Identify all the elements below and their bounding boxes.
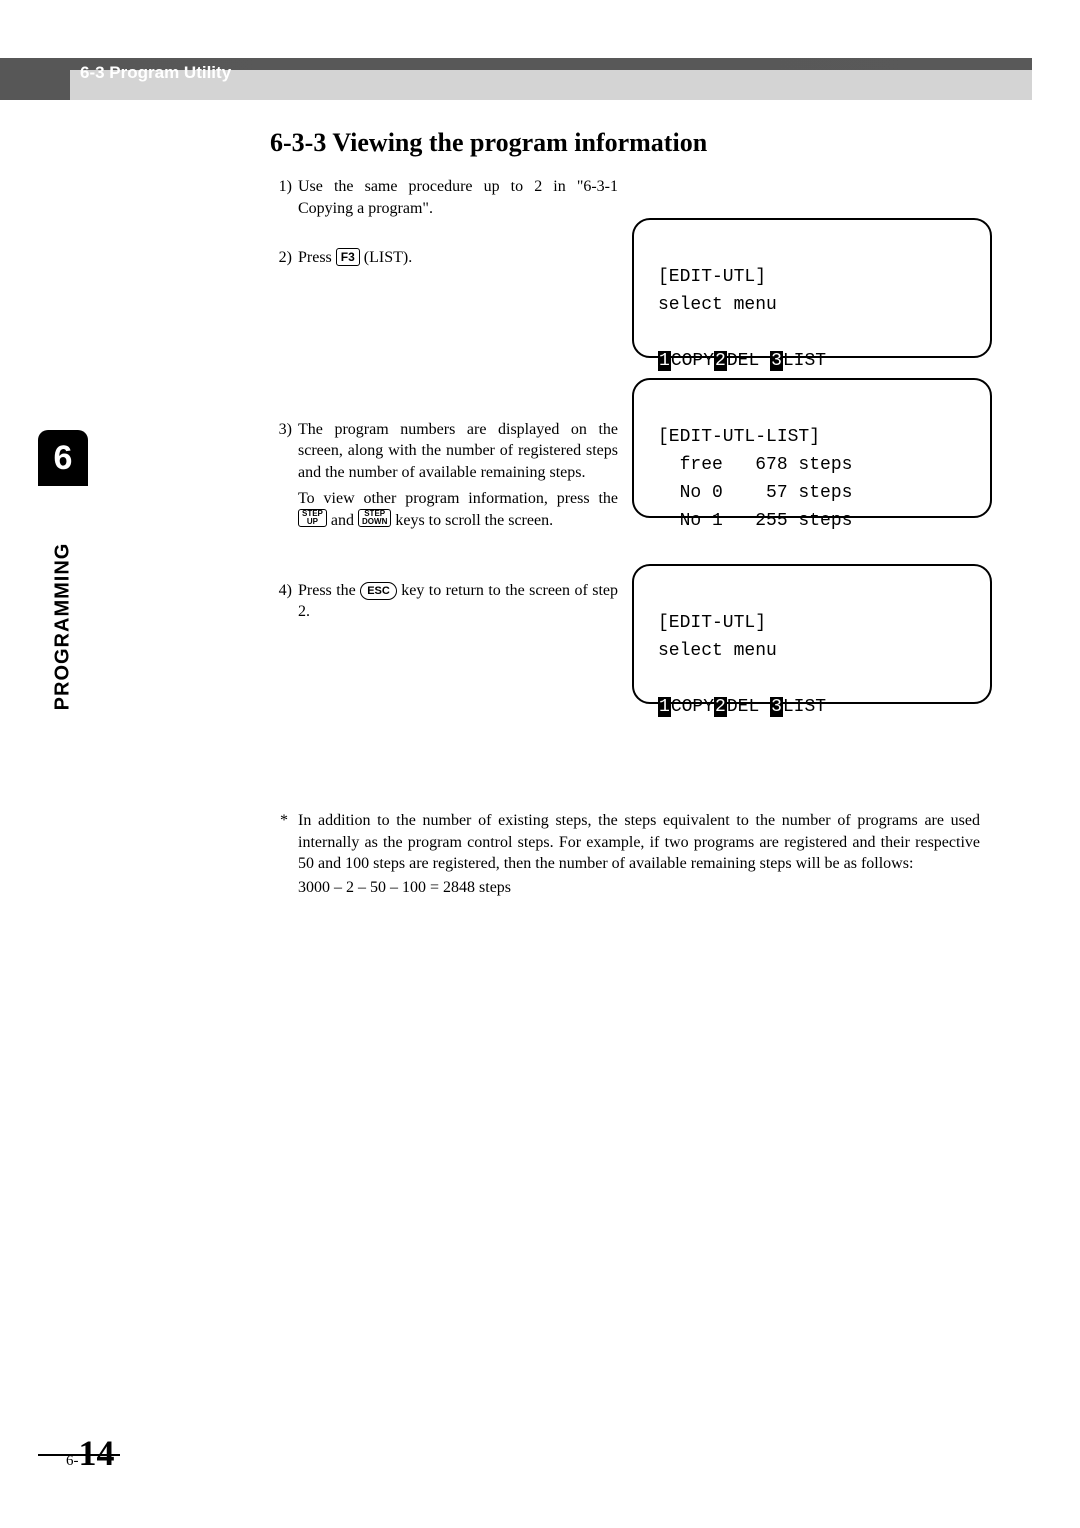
page-main: 14 — [79, 1433, 115, 1473]
step-text: Press the ESC key to return to the scree… — [298, 580, 618, 623]
f3-key-icon: F3 — [336, 248, 360, 266]
step-down-key-icon: STEPDOWN — [358, 509, 391, 527]
lcd-screen-edit-utl-2: [EDIT-UTL] select menu 1COPY2DEL 3LIST — [632, 564, 992, 704]
screen-line: free 678 steps — [658, 455, 852, 475]
screen-line: No 1 255 steps — [658, 511, 852, 531]
step-number: 3) — [270, 419, 298, 532]
section-title: 6-3-3 Viewing the program information — [270, 128, 1030, 158]
menu-key-3: 3 — [770, 351, 783, 371]
menu-key-2: 2 — [714, 351, 727, 371]
side-tab: 6 PROGRAMMING — [38, 430, 88, 710]
step-number: 4) — [270, 580, 298, 623]
step3-p2c: keys to scroll the screen. — [391, 512, 553, 529]
step-1: 1) Use the same procedure up to 2 in "6-… — [270, 176, 1030, 219]
screen-line: [EDIT-UTL] — [658, 613, 766, 633]
footnote: * In addition to the number of existing … — [280, 810, 980, 898]
screen-line: No 0 57 steps — [658, 483, 852, 503]
step-text: The program numbers are displayed on the… — [298, 419, 618, 532]
step-number: 2) — [270, 247, 298, 269]
step-text: Press F3 (LIST). — [298, 247, 618, 269]
lcd-screen-edit-utl-1: [EDIT-UTL] select menu 1COPY2DEL 3LIST — [632, 218, 992, 358]
footnote-calc: 3000 – 2 – 50 – 100 = 2848 steps — [298, 877, 980, 899]
lcd-screen-edit-utl-list: [EDIT-UTL-LIST] free 678 steps No 0 57 s… — [632, 378, 992, 518]
screen-line: select menu — [658, 295, 777, 315]
step3-p2b: and — [327, 512, 358, 529]
menu-label: LIST — [783, 697, 826, 717]
screen-line: select menu — [658, 641, 777, 661]
screen-line: [EDIT-UTL-LIST] — [658, 427, 820, 447]
menu-label: LIST — [783, 351, 826, 371]
menu-label: COPY — [671, 697, 714, 717]
page-prefix: 6- — [66, 1453, 79, 1469]
footnote-text: In addition to the number of existing st… — [298, 812, 980, 872]
page-number: 6-14 — [66, 1432, 115, 1474]
footnote-mark: * — [280, 810, 298, 898]
screen-line: [EDIT-UTL] — [658, 267, 766, 287]
step-prefix: Press — [298, 249, 336, 266]
step4-prefix: Press the — [298, 582, 360, 599]
menu-label: DEL — [727, 697, 770, 717]
step-suffix: (LIST). — [360, 249, 412, 266]
step-up-key-icon: STEPUP — [298, 509, 327, 527]
chapter-label: PROGRAMMING — [52, 512, 75, 742]
step-number: 1) — [270, 176, 298, 219]
esc-key-icon: ESC — [360, 582, 397, 600]
step3-p1: The program numbers are displayed on the… — [298, 421, 618, 481]
step3-p2a: To view other program information, press… — [298, 490, 618, 507]
menu-key-2: 2 — [714, 697, 727, 717]
footnote-body: In addition to the number of existing st… — [298, 810, 980, 898]
step-text: Use the same procedure up to 2 in "6-3-1… — [298, 176, 618, 219]
menu-key-3: 3 — [770, 697, 783, 717]
menu-key-1: 1 — [658, 697, 671, 717]
menu-label: DEL — [727, 351, 770, 371]
breadcrumb: 6-3 Program Utility — [80, 63, 231, 83]
menu-key-1: 1 — [658, 351, 671, 371]
menu-label: COPY — [671, 351, 714, 371]
chapter-badge: 6 — [38, 430, 88, 486]
